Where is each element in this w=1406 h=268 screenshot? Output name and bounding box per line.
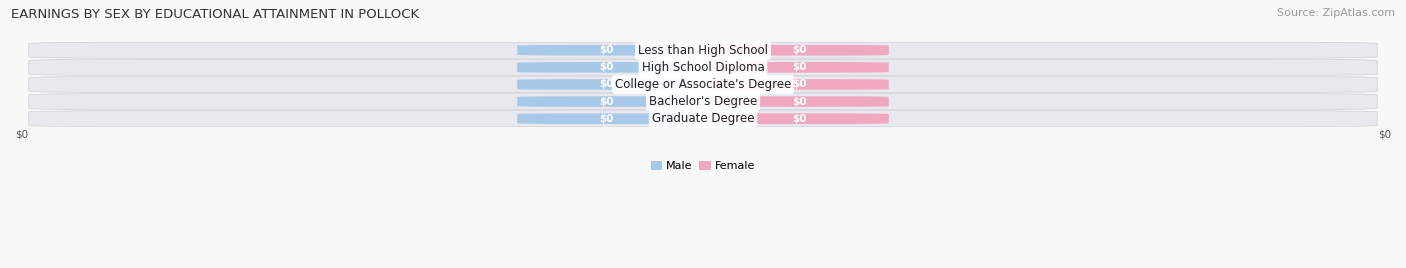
Text: $0: $0 [599, 96, 614, 107]
FancyBboxPatch shape [28, 76, 1378, 92]
Text: Less than High School: Less than High School [638, 44, 768, 57]
FancyBboxPatch shape [28, 111, 1378, 127]
FancyBboxPatch shape [710, 96, 889, 107]
Text: $0: $0 [599, 114, 614, 124]
Legend: Male, Female: Male, Female [651, 161, 755, 172]
FancyBboxPatch shape [710, 113, 889, 124]
Text: $0: $0 [792, 45, 807, 55]
Text: Source: ZipAtlas.com: Source: ZipAtlas.com [1277, 8, 1395, 18]
FancyBboxPatch shape [28, 59, 1378, 75]
Text: Bachelor's Degree: Bachelor's Degree [650, 95, 756, 108]
FancyBboxPatch shape [517, 96, 696, 107]
Text: $0: $0 [599, 62, 614, 72]
Text: High School Diploma: High School Diploma [641, 61, 765, 74]
FancyBboxPatch shape [517, 45, 696, 55]
FancyBboxPatch shape [710, 79, 889, 90]
FancyBboxPatch shape [710, 45, 889, 55]
Text: $0: $0 [599, 45, 614, 55]
Text: College or Associate's Degree: College or Associate's Degree [614, 78, 792, 91]
Text: $0: $0 [792, 62, 807, 72]
Text: $0: $0 [792, 80, 807, 90]
Text: $0: $0 [792, 96, 807, 107]
Text: $0: $0 [1378, 129, 1391, 139]
Text: $0: $0 [15, 129, 28, 139]
Text: Graduate Degree: Graduate Degree [652, 112, 754, 125]
FancyBboxPatch shape [28, 94, 1378, 110]
Text: $0: $0 [599, 80, 614, 90]
FancyBboxPatch shape [28, 42, 1378, 58]
FancyBboxPatch shape [517, 113, 696, 124]
FancyBboxPatch shape [710, 62, 889, 73]
Text: EARNINGS BY SEX BY EDUCATIONAL ATTAINMENT IN POLLOCK: EARNINGS BY SEX BY EDUCATIONAL ATTAINMEN… [11, 8, 419, 21]
Text: $0: $0 [792, 114, 807, 124]
FancyBboxPatch shape [517, 79, 696, 90]
FancyBboxPatch shape [517, 62, 696, 73]
